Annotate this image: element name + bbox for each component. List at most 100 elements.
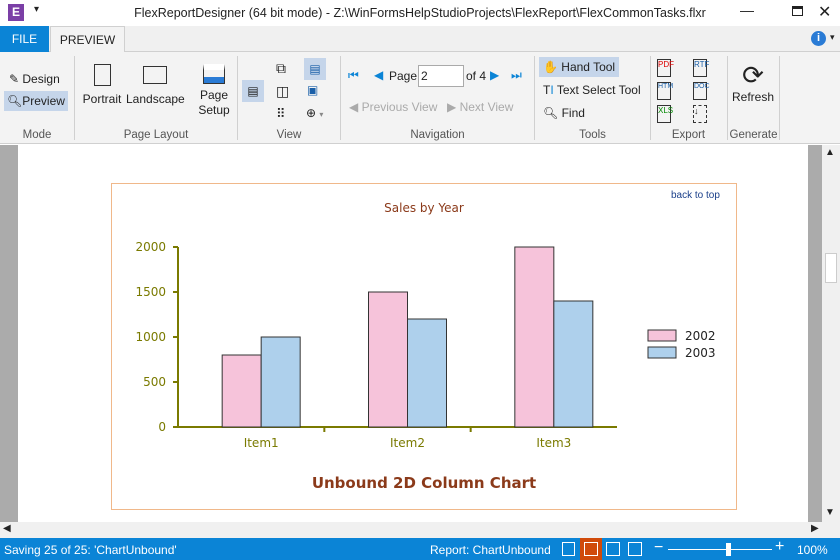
landscape-button[interactable]: Landscape xyxy=(126,64,185,106)
y-tick-label: 1000 xyxy=(135,330,166,344)
status-message: Saving 25 of 25: 'ChartUnbound' xyxy=(4,543,177,557)
single-page-status-button[interactable] xyxy=(562,542,575,556)
back-arrow-icon: ◀ xyxy=(349,100,362,114)
text-select-tool-button[interactable]: TI Text Select Tool xyxy=(543,83,641,97)
multi-page-view-button[interactable]: ⠿ xyxy=(276,106,286,121)
zoom-slider-thumb[interactable] xyxy=(726,543,732,556)
printer-icon xyxy=(203,64,225,84)
landscape-icon xyxy=(143,66,167,84)
report-frame xyxy=(111,183,737,510)
legend-label: 2002 xyxy=(685,329,716,343)
vertical-scrollbar[interactable]: ▲ ▼ xyxy=(822,145,840,522)
zoom-slider-track[interactable] xyxy=(668,549,772,550)
group-tools-label: Tools xyxy=(579,129,606,141)
scroll-right-button[interactable]: ▶ xyxy=(811,523,819,534)
find-button[interactable]: 🔍︎ Find xyxy=(543,106,585,120)
help-dropdown-icon[interactable]: ▾ xyxy=(830,32,835,42)
portrait-button[interactable]: Portrait xyxy=(82,64,122,106)
design-icon: ✎ xyxy=(9,72,23,86)
y-tick-label: 2000 xyxy=(135,240,166,254)
chart-title: Sales by Year xyxy=(384,201,464,215)
zoom-level: 100% xyxy=(797,543,828,557)
scroll-left-button[interactable]: ◀ xyxy=(3,523,11,534)
app-icon: E xyxy=(8,4,24,21)
two-page-view-button[interactable]: ▣ xyxy=(307,83,319,97)
tab-file[interactable]: FILE xyxy=(0,26,49,52)
export-rtf-button[interactable]: RTF xyxy=(693,59,709,77)
previous-view-button[interactable]: ◀ Previous View xyxy=(349,100,438,114)
bar-2002-Item1 xyxy=(221,354,262,428)
last-page-button[interactable]: ⏭ xyxy=(511,68,522,82)
close-button[interactable]: ✕ xyxy=(818,4,832,21)
group-navigation-label: Navigation xyxy=(410,129,465,141)
page-count-label: of 4 xyxy=(466,69,487,83)
two-page-status-button[interactable] xyxy=(606,542,620,556)
page-number-input[interactable]: 2 xyxy=(418,65,464,87)
page-label: Page xyxy=(389,69,418,83)
text-cursor-icon: TI xyxy=(543,83,554,97)
x-tick-label: Item3 xyxy=(536,436,571,450)
x-tick-label: Item1 xyxy=(244,436,279,450)
find-icon: 🔍︎ xyxy=(543,106,562,120)
ribbon-tabs: FILE PREVIEW i ▾ xyxy=(0,26,840,52)
legend-label: 2003 xyxy=(685,346,716,360)
quick-access-dropdown-icon[interactable]: ▾ xyxy=(34,4,40,15)
export-other-button[interactable]: ↓ xyxy=(693,105,707,123)
horizontal-scrollbar[interactable]: ◀ ▶ xyxy=(0,522,840,538)
scroll-down-button[interactable]: ▼ xyxy=(825,507,835,518)
export-doc-button[interactable]: DOC xyxy=(693,82,710,100)
report-footer-title: Unbound 2D Column Chart xyxy=(311,474,537,492)
design-button[interactable]: ✎ Design xyxy=(9,72,60,86)
scroll-up-button[interactable]: ▲ xyxy=(825,147,835,158)
group-export-label: Export xyxy=(671,129,706,141)
group-generate-label: Generate xyxy=(729,129,778,141)
magnifier-icon: 🔍︎ xyxy=(7,94,23,108)
back-to-top-link[interactable]: back to top xyxy=(671,190,720,201)
continuous-status-button[interactable] xyxy=(580,538,602,560)
overlap-view-button[interactable]: ⧉ xyxy=(276,60,286,76)
minimize-button[interactable]: — xyxy=(740,2,754,18)
y-tick-label: 500 xyxy=(143,375,166,389)
title-bar: E ▾ FlexReportDesigner (64 bit mode) - Z… xyxy=(0,0,840,26)
group-page-layout-label: Page Layout xyxy=(123,129,189,141)
refresh-button[interactable]: ⟳ Refresh xyxy=(731,60,775,104)
export-html-button[interactable]: HTM xyxy=(657,82,673,100)
four-page-status-button[interactable] xyxy=(628,542,642,556)
bar-2003-Item1 xyxy=(260,336,301,428)
zoom-in-button[interactable]: + xyxy=(775,538,785,555)
status-report-name: Report: ChartUnbound xyxy=(430,543,551,557)
bar-2003-Item3 xyxy=(553,300,594,428)
bar-2002-Item3 xyxy=(514,246,555,428)
single-page-view-button[interactable]: ▤ xyxy=(242,80,264,102)
hand-icon: ✋ xyxy=(543,60,562,74)
ribbon: ✎ Design 🔍︎Preview Mode Portrait Landsca… xyxy=(0,52,840,144)
info-icon[interactable]: i xyxy=(811,31,826,46)
window-title: FlexReportDesigner (64 bit mode) - Z:\Wi… xyxy=(134,6,706,20)
continuous-view-button[interactable]: ▤ xyxy=(304,58,326,80)
previous-page-button[interactable]: ◀ xyxy=(374,68,384,82)
zoom-out-button[interactable]: − xyxy=(654,539,664,556)
y-tick-label: 0 xyxy=(158,420,166,434)
hand-tool-button[interactable]: ✋ Hand Tool xyxy=(539,57,620,77)
forward-arrow-icon: ▶ xyxy=(447,100,460,114)
page-setup-button[interactable]: Page Setup xyxy=(198,64,230,118)
y-tick-label: 1500 xyxy=(135,285,166,299)
export-xls-button[interactable]: XLS xyxy=(657,105,673,123)
next-view-button[interactable]: ▶ Next View xyxy=(447,100,514,114)
bar-2002-Item2 xyxy=(368,291,408,428)
preview-button[interactable]: 🔍︎Preview xyxy=(4,91,68,111)
legend-swatch-2003 xyxy=(647,346,677,359)
scroll-thumb[interactable] xyxy=(825,253,837,283)
tab-preview[interactable]: PREVIEW xyxy=(50,26,125,52)
outline-view-button[interactable]: ◫ xyxy=(276,83,290,99)
zoom-dropdown-button[interactable]: ⊕ ▾ xyxy=(306,106,324,120)
bar-2003-Item2 xyxy=(407,318,447,428)
group-mode-label: Mode xyxy=(22,129,52,141)
legend-swatch-2002 xyxy=(647,329,677,342)
export-pdf-button[interactable]: PDF xyxy=(657,59,674,77)
first-page-button[interactable]: ⏮ xyxy=(348,68,359,82)
maximize-button[interactable] xyxy=(792,6,803,16)
x-tick-label: Item2 xyxy=(390,436,425,450)
next-page-button[interactable]: ▶ xyxy=(490,68,500,82)
